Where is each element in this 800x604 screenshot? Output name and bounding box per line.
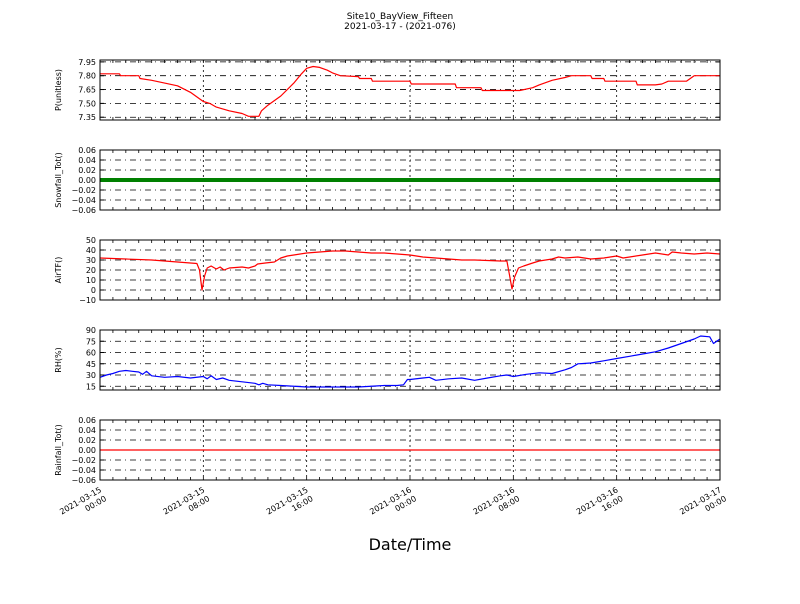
y-tick-label: 0 (91, 286, 96, 295)
y-tick-label: 7.50 (78, 99, 96, 108)
panel-4: 90 75 60 45 30 15 RH(%) (54, 326, 721, 391)
y-tick-label: −0.06 (71, 206, 96, 215)
y-tick-label: 0.00 (78, 446, 96, 455)
y-tick-label: 7.65 (78, 86, 96, 95)
y-tick-label: 0.00 (78, 176, 96, 185)
y-tick-label: −0.02 (71, 456, 96, 465)
y-tick-label: 30 (86, 256, 96, 265)
panel-frame (99, 149, 721, 211)
y-tick-label: 7.80 (78, 72, 96, 81)
chart-panels: 7.957.807.657.507.35P(unitless)0.060.040… (54, 58, 721, 485)
chart-subtitle: 2021-03-17 - (2021-076) (344, 22, 456, 32)
y-tick-label: 50 (86, 236, 96, 245)
y-tick-label: 60 (86, 349, 96, 358)
y-tick-label: 75 (86, 337, 96, 346)
y-tick-label: 0.06 (78, 416, 96, 425)
y-tick-label: 40 (86, 246, 96, 255)
y-tick-label: 0.02 (78, 436, 96, 445)
panel-5: 0.060.040.020.00−0.02−0.04−0.06 Rainfall_… (54, 416, 721, 485)
y-tick-label: 0.02 (78, 166, 96, 175)
y-axis-label: Rainfall_Tot() (54, 424, 63, 476)
y-tick-label: −0.06 (71, 476, 96, 485)
panel-1: 7.95 7.80 7.65 7.50 7.35 P(unitless) (54, 58, 721, 122)
y-tick-label: −10 (79, 296, 96, 305)
y-tick-label: 10 (86, 276, 96, 285)
x-axis-label: Date/Time (369, 535, 452, 554)
y-tick-label: 15 (86, 382, 96, 391)
y-tick-label: 0.06 (78, 146, 96, 155)
y-tick-label: −0.04 (71, 466, 96, 475)
y-tick-label: 0.04 (78, 156, 96, 165)
y-tick-label: 0.04 (78, 426, 96, 435)
y-axis-label: AirTF() (54, 257, 63, 284)
y-tick-label: 90 (86, 326, 96, 335)
y-tick-label: 30 (86, 371, 96, 380)
panel-2: 0.060.040.020.00−0.02−0.04−0.06 Snowfall_… (54, 146, 721, 215)
y-tick-label: −0.04 (71, 196, 96, 205)
series-line (100, 65, 720, 117)
y-tick-label: 45 (86, 360, 96, 369)
panel-frame (99, 239, 721, 301)
series-line (99, 335, 721, 388)
y-tick-label: −0.02 (71, 186, 96, 195)
y-axis-label: P(unitless) (54, 69, 63, 111)
y-tick-label: 7.35 (78, 113, 96, 122)
y-tick-label: 20 (86, 266, 96, 275)
panel-frame (99, 329, 721, 391)
chart-title: Site10_BayView_Fifteen (347, 12, 453, 22)
panel-frame (99, 59, 721, 121)
y-axis-label: RH(%) (54, 347, 63, 372)
series-line (99, 250, 721, 291)
panel-frame (99, 419, 721, 481)
y-axis-label: Snowfall_Tot() (54, 152, 63, 208)
y-tick-label: 7.95 (78, 58, 96, 67)
